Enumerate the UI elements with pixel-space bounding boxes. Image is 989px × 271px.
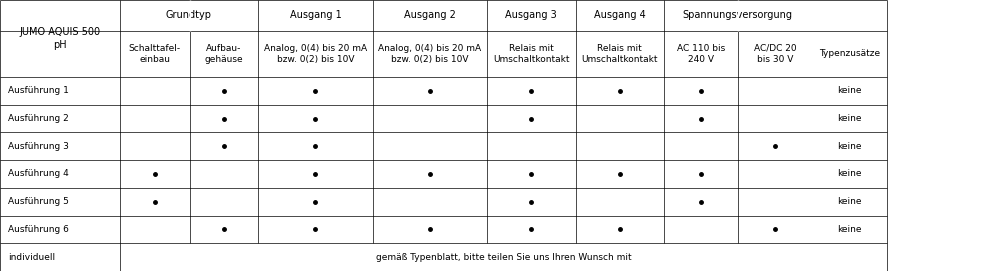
Text: Aufbau-
gehäuse: Aufbau- gehäuse — [205, 44, 243, 64]
Text: Ausführung 2: Ausführung 2 — [8, 114, 68, 123]
Text: Analog, 0(4) bis 20 mA
bzw. 0(2) bis 10V: Analog, 0(4) bis 20 mA bzw. 0(2) bis 10V — [264, 44, 367, 64]
Text: Schalttafel-
einbau: Schalttafel- einbau — [129, 44, 181, 64]
Text: JUMO AQUIS 500
pH: JUMO AQUIS 500 pH — [19, 27, 101, 50]
Text: Ausführung 3: Ausführung 3 — [8, 142, 69, 151]
Text: Ausgang 2: Ausgang 2 — [404, 10, 456, 20]
Text: Ausführung 6: Ausführung 6 — [8, 225, 69, 234]
Text: Grundtyp: Grundtyp — [166, 10, 212, 20]
Text: Relais mit
Umschaltkontakt: Relais mit Umschaltkontakt — [493, 44, 570, 64]
Text: keine: keine — [838, 114, 861, 123]
Text: Ausgang 1: Ausgang 1 — [290, 10, 341, 20]
Text: keine: keine — [838, 225, 861, 234]
Text: Ausführung 5: Ausführung 5 — [8, 197, 69, 206]
Text: Spannungsversorgung: Spannungsversorgung — [682, 10, 793, 20]
Text: keine: keine — [838, 197, 861, 206]
Text: AC/DC 20
bis 30 V: AC/DC 20 bis 30 V — [754, 44, 796, 64]
Text: Ausgang 4: Ausgang 4 — [593, 10, 646, 20]
Text: Ausgang 3: Ausgang 3 — [505, 10, 557, 20]
Text: gemäß Typenblatt, bitte teilen Sie uns Ihren Wunsch mit: gemäß Typenblatt, bitte teilen Sie uns I… — [376, 253, 631, 262]
Text: individuell: individuell — [8, 253, 55, 262]
Text: Ausführung 4: Ausführung 4 — [8, 169, 68, 179]
Text: Typenzusätze: Typenzusätze — [819, 49, 880, 58]
Text: Relais mit
Umschaltkontakt: Relais mit Umschaltkontakt — [582, 44, 658, 64]
Text: keine: keine — [838, 169, 861, 179]
Text: keine: keine — [838, 86, 861, 95]
Text: Ausführung 1: Ausführung 1 — [8, 86, 69, 95]
Text: Analog, 0(4) bis 20 mA
bzw. 0(2) bis 10V: Analog, 0(4) bis 20 mA bzw. 0(2) bis 10V — [378, 44, 482, 64]
Text: keine: keine — [838, 142, 861, 151]
Text: AC 110 bis
240 V: AC 110 bis 240 V — [676, 44, 725, 64]
